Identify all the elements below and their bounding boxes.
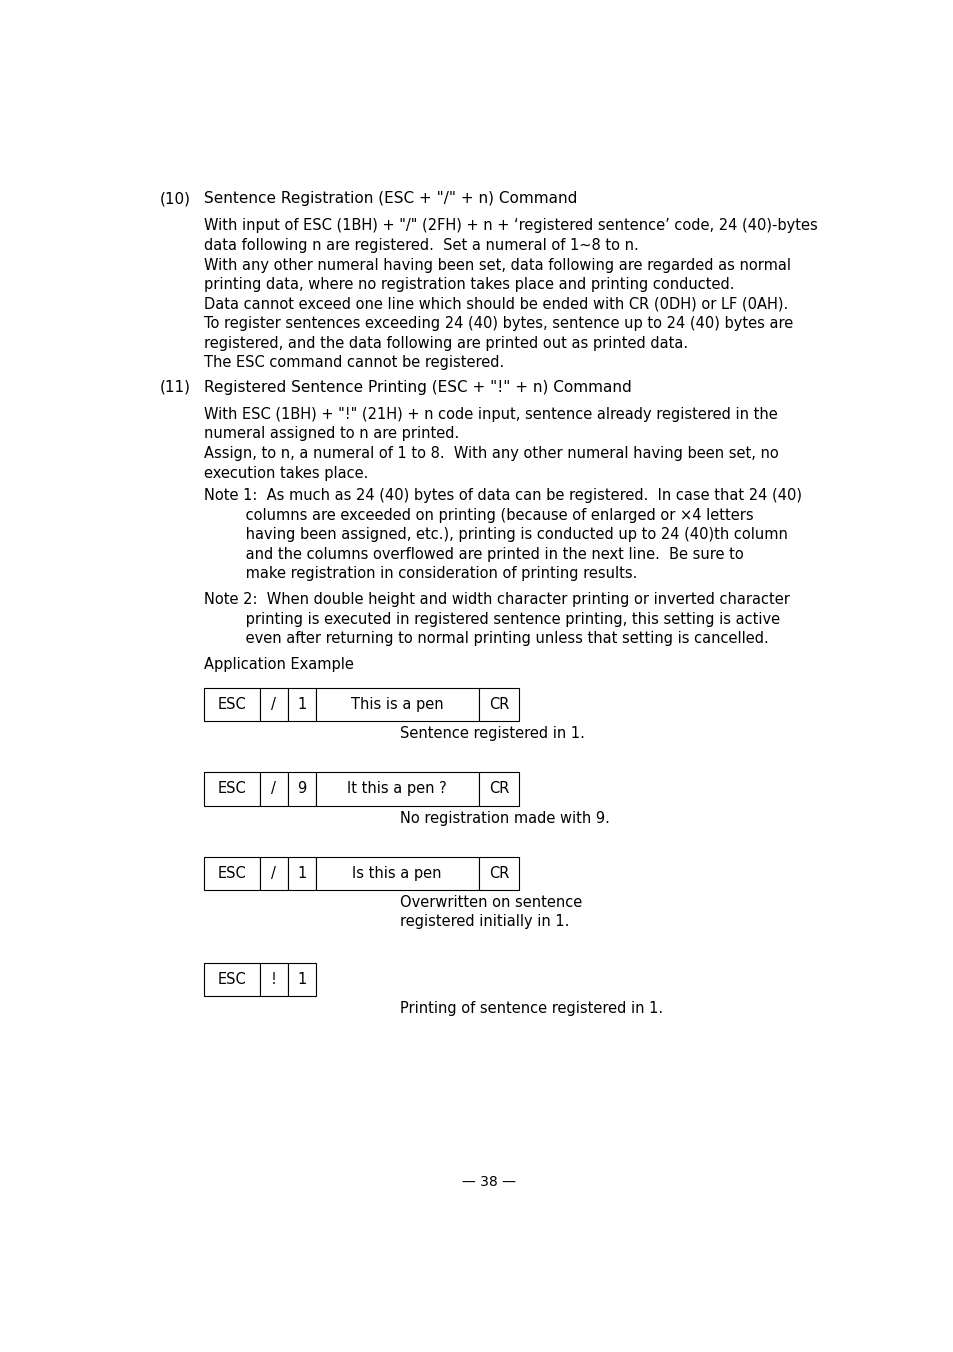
Text: Is this a pen: Is this a pen	[352, 865, 441, 880]
Bar	[315, 688, 478, 721]
Bar	[204, 688, 259, 721]
Text: 9: 9	[297, 781, 306, 796]
Text: This is a pen: This is a pen	[351, 698, 443, 713]
Bar	[478, 857, 518, 890]
Text: Application Example: Application Example	[204, 657, 354, 672]
Text: Sentence registered in 1.: Sentence registered in 1.	[400, 726, 584, 741]
Bar	[288, 963, 315, 996]
Text: /: /	[271, 781, 276, 796]
Text: !: !	[271, 972, 276, 987]
Text: ESC: ESC	[217, 698, 246, 713]
Text: Registered Sentence Printing (ESC + "!" + n) Command: Registered Sentence Printing (ESC + "!" …	[204, 380, 632, 395]
Text: 1: 1	[297, 865, 306, 880]
Text: Note 2:  When double height and width character printing or inverted character
 : Note 2: When double height and width cha…	[204, 592, 789, 646]
Bar	[288, 857, 315, 890]
Text: Printing of sentence registered in 1.: Printing of sentence registered in 1.	[400, 1002, 662, 1017]
Text: Sentence Registration (ESC + "/" + n) Command: Sentence Registration (ESC + "/" + n) Co…	[204, 192, 578, 207]
Text: With ESC (1BH) + "!" (21H) + n code input, sentence already registered in the
nu: With ESC (1BH) + "!" (21H) + n code inpu…	[204, 407, 779, 480]
Text: ESC: ESC	[217, 781, 246, 796]
Text: Note 1:  As much as 24 (40) bytes of data can be registered.  In case that 24 (4: Note 1: As much as 24 (40) bytes of data…	[204, 488, 801, 581]
Text: ESC: ESC	[217, 865, 246, 880]
Bar	[478, 688, 518, 721]
Text: CR: CR	[488, 698, 509, 713]
Bar	[315, 857, 478, 890]
Text: — 38 —: — 38 —	[461, 1175, 516, 1190]
Bar	[259, 772, 288, 806]
Bar	[259, 857, 288, 890]
Bar	[315, 772, 478, 806]
Text: No registration made with 9.: No registration made with 9.	[400, 811, 609, 826]
Text: /: /	[271, 698, 276, 713]
Bar	[288, 772, 315, 806]
Text: Overwritten on sentence
registered initially in 1.: Overwritten on sentence registered initi…	[400, 895, 582, 929]
Text: ESC: ESC	[217, 972, 246, 987]
Bar	[204, 772, 259, 806]
Bar	[478, 772, 518, 806]
Bar	[204, 857, 259, 890]
Text: (11): (11)	[160, 380, 191, 395]
Text: CR: CR	[488, 865, 509, 880]
Text: CR: CR	[488, 781, 509, 796]
Bar	[204, 963, 259, 996]
Bar	[259, 688, 288, 721]
Text: It this a pen ?: It this a pen ?	[347, 781, 447, 796]
Text: /: /	[271, 865, 276, 880]
Text: 1: 1	[297, 698, 306, 713]
Text: 1: 1	[297, 972, 306, 987]
Bar	[259, 963, 288, 996]
Text: (10): (10)	[160, 192, 191, 207]
Text: With input of ESC (1BH) + "/" (2FH) + n + ‘registered sentence’ code, 24 (40)-by: With input of ESC (1BH) + "/" (2FH) + n …	[204, 219, 817, 370]
Bar	[288, 688, 315, 721]
